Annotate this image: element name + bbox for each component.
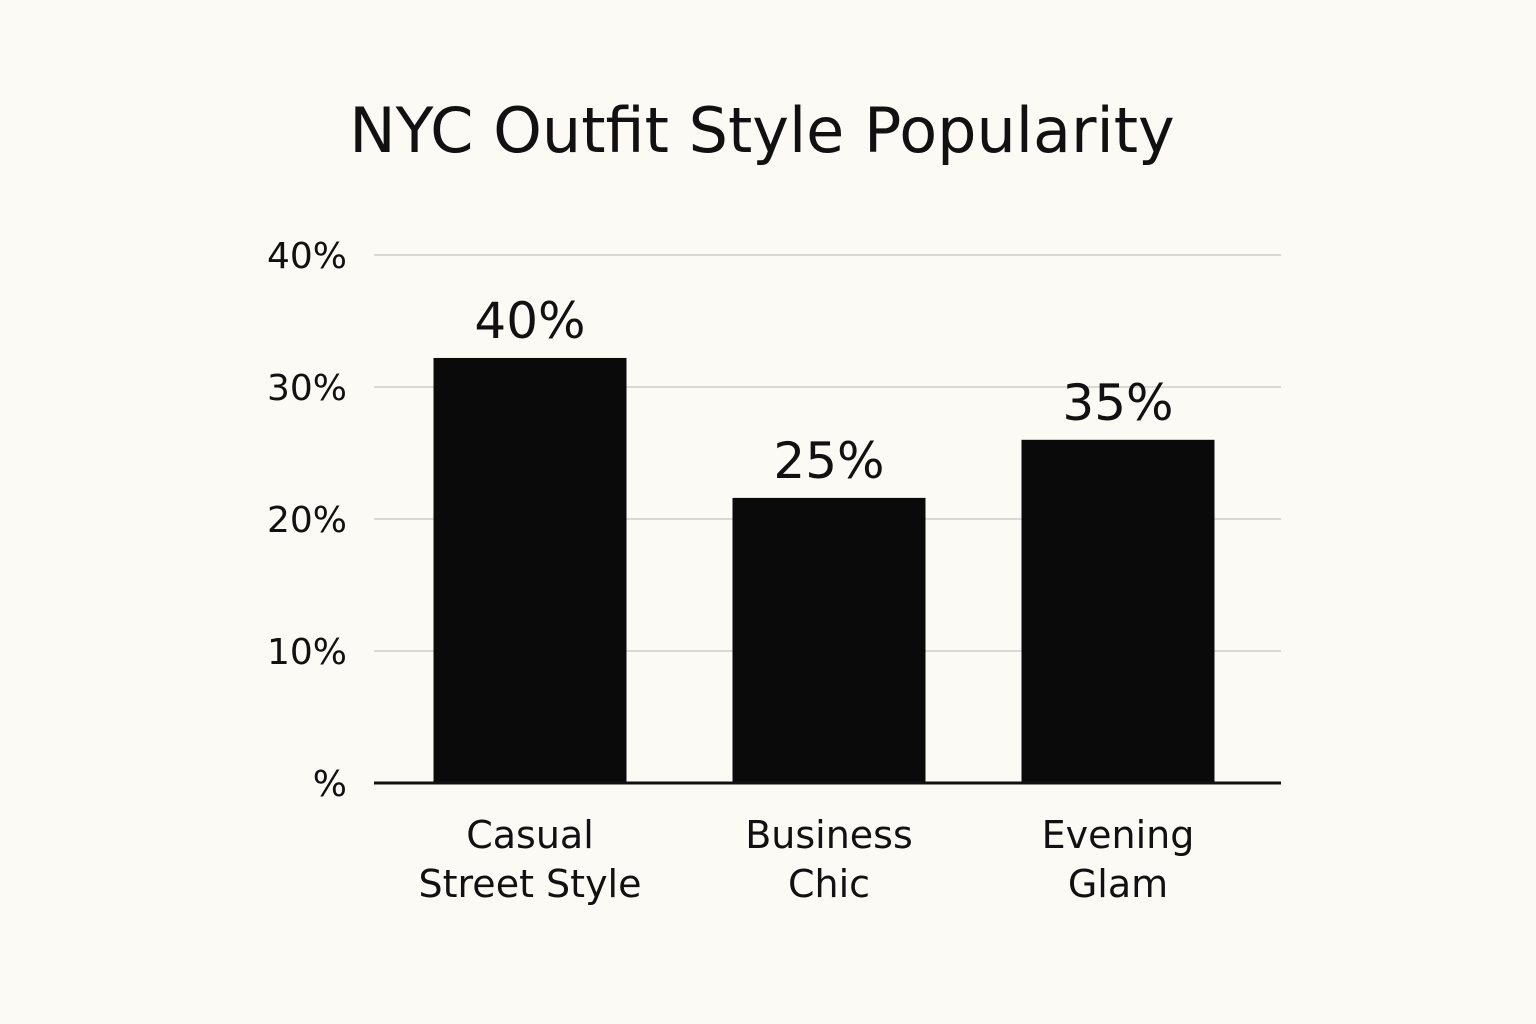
x-axis-category-labels: Casual Street Style Business Chic Evening Gla… — [419, 813, 1195, 906]
y-tick-label: 20% — [267, 500, 347, 541]
x-category-label: Glam — [1068, 862, 1168, 906]
y-tick-label: 30% — [267, 368, 347, 409]
data-labels: 40% 25% 35% — [474, 292, 1173, 490]
bar — [433, 357, 627, 783]
data-label: 40% — [474, 292, 585, 350]
bar — [732, 497, 926, 783]
bars — [433, 357, 1215, 783]
x-category-label: Business — [745, 813, 913, 857]
x-category-label: Street Style — [419, 862, 642, 906]
bar — [1021, 439, 1215, 783]
chart-title: NYC Outfit Style Popularity — [349, 94, 1174, 167]
y-tick-label: % — [313, 764, 347, 805]
x-category-label: Evening — [1042, 813, 1195, 857]
y-tick-label: 40% — [267, 236, 347, 277]
data-label: 35% — [1062, 374, 1173, 432]
y-axis-tick-labels: % 10% 20% 30% 40% — [267, 236, 347, 805]
x-category-label: Chic — [788, 862, 870, 906]
data-label: 25% — [773, 432, 884, 490]
y-tick-label: 10% — [267, 632, 347, 673]
x-category-label: Casual — [466, 813, 594, 857]
